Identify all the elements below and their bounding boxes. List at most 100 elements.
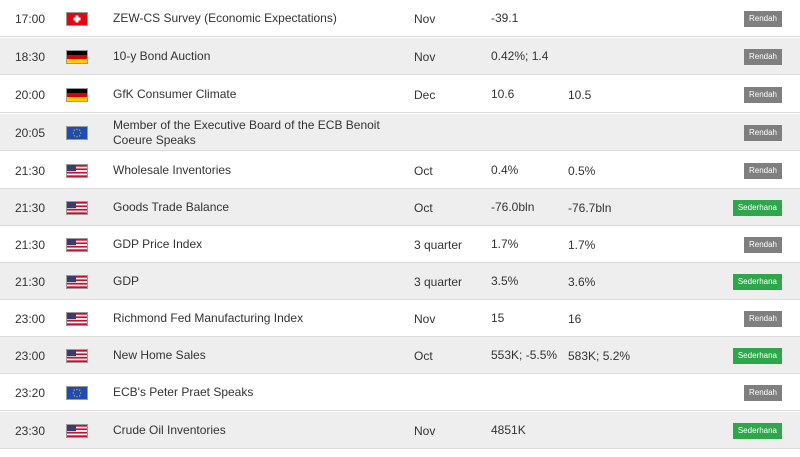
event-time: 21:30: [15, 237, 46, 252]
table-row[interactable]: 20:05 Member of the Executive Board of th…: [0, 114, 800, 151]
switzerland-flag-icon: [66, 11, 88, 26]
impact-cell: Rendah: [690, 114, 782, 151]
table-row[interactable]: 21:30 GDP Price Index 3 quarter 1.7% 1.7% Ren…: [0, 226, 800, 263]
impact-badge: Rendah: [743, 124, 782, 141]
impact-cell: Rendah: [690, 76, 782, 113]
event-period: Nov: [414, 11, 436, 26]
actual-value: -76.0bln: [491, 200, 535, 214]
impact-cell: Sederhana: [690, 337, 782, 374]
forecast-value: 16: [568, 311, 582, 326]
event-time: 21:30: [15, 274, 46, 289]
usa-flag-icon: [66, 163, 88, 178]
event-time: 17:00: [15, 11, 46, 26]
actual-value: 4851K: [491, 423, 526, 437]
event-time: 23:00: [15, 311, 46, 326]
germany-flag-icon: [66, 87, 88, 102]
impact-badge: Sederhana: [732, 199, 782, 216]
event-name: Richmond Fed Manufacturing Index: [113, 311, 304, 325]
event-name: Member of the Executive Board of the ECB…: [113, 117, 380, 147]
event-period: Oct: [414, 200, 433, 215]
country-flag: [66, 337, 90, 374]
country-flag: [66, 76, 90, 113]
event-name: Crude Oil Inventories: [113, 423, 226, 437]
table-row[interactable]: 23:00 New Home Sales Oct 553K; -5.5% 583K; 5…: [0, 337, 800, 374]
table-row[interactable]: 23:30 Crude Oil Inventories Nov 4851K Sederh…: [0, 412, 800, 449]
table-row[interactable]: 21:30 GDP 3 quarter 3.5% 3.6% Sederhana: [0, 263, 800, 300]
impact-badge: Rendah: [743, 86, 782, 103]
event-period: 3 quarter: [414, 237, 463, 252]
event-name: GDP: [113, 274, 140, 288]
country-flag: [66, 226, 90, 263]
impact-badge: Rendah: [743, 48, 782, 65]
usa-flag-icon: [66, 200, 88, 215]
impact-badge: Rendah: [743, 10, 782, 27]
table-row[interactable]: 23:20 ECB's Peter Praet Speaks Rendah: [0, 374, 800, 411]
impact-cell: Rendah: [690, 374, 782, 411]
actual-value: 0.42%; 1.4: [491, 49, 549, 63]
impact-cell: Rendah: [690, 152, 782, 189]
event-period: [414, 374, 484, 411]
event-time: 21:30: [15, 200, 46, 215]
impact-cell: Rendah: [690, 0, 782, 37]
country-flag: [66, 263, 90, 300]
actual-value: 3.5%: [491, 274, 519, 288]
impact-cell: Sederhana: [690, 412, 782, 449]
forecast-value: [568, 0, 678, 37]
actual-value: 0.4%: [491, 163, 519, 177]
event-time: 23:30: [15, 423, 46, 438]
table-row[interactable]: 21:30 Wholesale Inventories Oct 0.4% 0.5% Ren…: [0, 152, 800, 189]
usa-flag-icon: [66, 274, 88, 289]
table-row[interactable]: 23:00 Richmond Fed Manufacturing Index Nov…: [0, 300, 800, 337]
actual-value: [491, 374, 566, 411]
forecast-value: 10.5: [568, 87, 592, 102]
table-row[interactable]: 18:30 10-y Bond Auction Nov 0.42%; 1.4 Renda…: [0, 38, 800, 75]
forecast-value: 1.7%: [568, 237, 596, 252]
event-period: Oct: [414, 348, 433, 363]
actual-value: -39.1: [491, 11, 519, 25]
impact-badge: Rendah: [743, 162, 782, 179]
eu-flag-icon: [66, 385, 88, 400]
event-period: Oct: [414, 163, 433, 178]
impact-cell: Rendah: [690, 226, 782, 263]
impact-cell: Rendah: [690, 38, 782, 75]
country-flag: [66, 374, 90, 411]
germany-flag-icon: [66, 49, 88, 64]
country-flag: [66, 152, 90, 189]
usa-flag-icon: [66, 348, 88, 363]
event-name: Wholesale Inventories: [113, 163, 232, 177]
event-name: Goods Trade Balance: [113, 200, 230, 214]
event-name: ECB's Peter Praet Speaks: [113, 385, 254, 399]
impact-badge: Rendah: [743, 236, 782, 253]
table-row[interactable]: 21:30 Goods Trade Balance Oct -76.0bln -76.7…: [0, 189, 800, 226]
event-name: 10-y Bond Auction: [113, 49, 211, 63]
event-period: Nov: [414, 423, 436, 438]
forecast-value: 3.6%: [568, 274, 596, 289]
table-row[interactable]: 17:00 ZEW-CS Survey (Economic Expectation…: [0, 0, 800, 37]
event-period: Nov: [414, 311, 436, 326]
impact-badge: Sederhana: [732, 273, 782, 290]
impact-cell: Rendah: [690, 300, 782, 337]
event-period: Nov: [414, 49, 436, 64]
impact-cell: Sederhana: [690, 189, 782, 226]
country-flag: [66, 0, 90, 37]
event-name: ZEW-CS Survey (Economic Expectations): [113, 11, 337, 25]
country-flag: [66, 412, 90, 449]
usa-flag-icon: [66, 423, 88, 438]
event-name: GfK Consumer Climate: [113, 87, 237, 101]
impact-badge: Sederhana: [732, 347, 782, 364]
forecast-value: [568, 374, 678, 411]
event-period: Dec: [414, 87, 436, 102]
country-flag: [66, 189, 90, 226]
country-flag: [66, 38, 90, 75]
forecast-value: [568, 38, 678, 75]
forecast-value: -76.7bln: [568, 200, 612, 215]
event-name: New Home Sales: [113, 348, 206, 362]
actual-value: 553K; -5.5%: [491, 348, 558, 362]
forecast-value: 0.5%: [568, 163, 596, 178]
table-row[interactable]: 20:00 GfK Consumer Climate Dec 10.6 10.5 Rend…: [0, 76, 800, 113]
eu-flag-icon: [66, 125, 88, 140]
event-time: 20:05: [15, 125, 46, 140]
event-time: 23:20: [15, 385, 46, 400]
actual-value: 10.6: [491, 87, 515, 101]
